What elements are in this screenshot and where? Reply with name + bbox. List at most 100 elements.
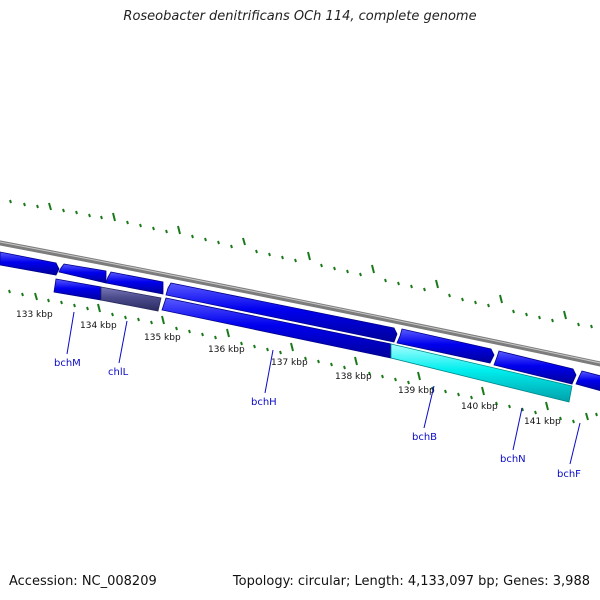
- tick-label-133: 133 kbp: [16, 310, 53, 320]
- reverse-strand-genes: [53, 278, 573, 403]
- outer-minor-tick: [410, 284, 413, 289]
- inner-major-tick: [290, 342, 294, 352]
- outer-minor-tick: [525, 312, 528, 317]
- inner-major-tick: [481, 386, 485, 396]
- forward-gene[interactable]: [493, 350, 577, 385]
- tick-label-135: 135 kbp: [144, 333, 181, 343]
- gene-labels: bchM chlL bchH bchB bchN bchF: [54, 358, 581, 480]
- inner-major-tick: [97, 303, 101, 313]
- tick-label-140: 140 kbp: [461, 402, 498, 412]
- tick-label-141: 141 kbp: [524, 417, 561, 427]
- inner-minor-tick: [317, 359, 320, 364]
- outer-minor-tick: [448, 293, 451, 298]
- inner-minor-tick: [407, 380, 410, 385]
- outer-minor-tick: [204, 237, 207, 242]
- outer-minor-tick: [23, 202, 26, 207]
- forward-gene[interactable]: [105, 271, 164, 295]
- outer-major-tick: [371, 264, 375, 274]
- outer-minor-tick: [268, 252, 271, 257]
- inner-minor-tick: [86, 306, 89, 311]
- inner-minor-tick: [457, 392, 460, 397]
- reverse-gene-bchB[interactable]: [390, 343, 573, 403]
- outer-minor-tick: [126, 220, 129, 225]
- inner-minor-tick: [595, 412, 598, 417]
- forward-gene[interactable]: [575, 370, 600, 392]
- outer-minor-tick: [474, 300, 477, 305]
- outer-major-tick: [177, 225, 181, 235]
- inner-major-tick: [226, 328, 230, 338]
- leader-line-bchF: [569, 422, 581, 465]
- inner-major-tick: [417, 371, 421, 381]
- outer-major-tick: [435, 279, 439, 289]
- inner-minor-tick: [508, 404, 511, 409]
- tick-label-136: 136 kbp: [208, 345, 245, 355]
- outer-major-tick: [307, 251, 311, 261]
- inner-minor-tick: [73, 303, 76, 308]
- outer-major-tick: [112, 212, 116, 222]
- outer-minor-tick: [487, 303, 490, 308]
- gene-label-bchM[interactable]: bchM: [54, 358, 81, 369]
- tick-label-137: 137 kbp: [271, 358, 308, 368]
- inner-minor-tick: [381, 374, 384, 379]
- outer-minor-tick: [423, 287, 426, 292]
- tick-labels: 133 kbp 134 kbp 135 kbp 136 kbp 137 kbp …: [16, 310, 561, 427]
- inner-major-tick: [34, 292, 38, 301]
- inner-minor-tick: [559, 416, 562, 421]
- forward-gene[interactable]: [396, 328, 495, 364]
- inner-minor-tick: [111, 312, 114, 317]
- gene-label-bchF[interactable]: bchF: [557, 469, 581, 480]
- inner-minor-tick: [585, 412, 589, 421]
- outer-minor-tick: [165, 229, 168, 234]
- outer-minor-tick: [100, 215, 103, 220]
- genome-backbone: [0, 240, 600, 367]
- leader-line-bchB: [423, 385, 435, 429]
- leader-line-chlL: [118, 320, 128, 364]
- leader-line-bchH: [264, 349, 274, 394]
- outer-minor-tick: [230, 244, 233, 249]
- inner-minor-tick: [137, 317, 140, 322]
- outer-minor-tick: [333, 266, 336, 271]
- tick-label-139: 139 kbp: [398, 386, 435, 396]
- outer-minor-tick: [538, 315, 541, 320]
- genome-backbone-highlight: [0, 241, 600, 364]
- gene-label-bchH[interactable]: bchH: [251, 397, 277, 408]
- outer-major-tick: [563, 310, 567, 320]
- outer-minor-tick: [75, 210, 78, 215]
- outer-minor-tick: [152, 226, 155, 231]
- outer-minor-tick: [346, 269, 349, 274]
- gene-label-bchB[interactable]: bchB: [412, 432, 437, 443]
- reverse-gene-bchM[interactable]: [53, 278, 102, 301]
- outer-minor-tick: [62, 208, 65, 213]
- inner-minor-tick: [330, 362, 333, 367]
- forward-gene[interactable]: [0, 251, 60, 276]
- outer-tick-ring: [9, 199, 593, 329]
- outer-minor-tick: [139, 223, 142, 228]
- outer-minor-tick: [217, 240, 220, 245]
- genome-stats-text: Topology: circular; Length: 4,133,097 bp…: [232, 574, 590, 589]
- accession-text: Accession: NC_008209: [9, 574, 157, 589]
- inner-minor-tick: [495, 401, 498, 406]
- inner-minor-tick: [470, 395, 473, 400]
- reverse-gene-bchH[interactable]: [161, 297, 392, 359]
- inner-minor-tick: [279, 350, 282, 355]
- inner-minor-tick: [534, 410, 537, 415]
- outer-minor-tick: [577, 322, 580, 327]
- outer-minor-tick: [9, 199, 12, 204]
- inner-minor-tick: [343, 365, 346, 370]
- inner-minor-tick: [253, 344, 256, 349]
- inner-minor-tick: [572, 419, 575, 424]
- gene-label-chlL[interactable]: chlL: [108, 367, 129, 378]
- inner-minor-tick: [21, 292, 24, 297]
- outer-minor-tick: [294, 258, 297, 263]
- gene-label-bchN[interactable]: bchN: [500, 454, 526, 465]
- inner-minor-tick: [150, 320, 153, 325]
- outer-minor-tick: [320, 263, 323, 268]
- forward-gene[interactable]: [58, 263, 107, 284]
- reverse-gene-chlL[interactable]: [100, 286, 162, 312]
- forward-strand-genes: [0, 251, 600, 392]
- inner-minor-tick: [266, 347, 269, 352]
- outer-minor-tick: [88, 213, 91, 218]
- forward-gene[interactable]: [165, 282, 398, 343]
